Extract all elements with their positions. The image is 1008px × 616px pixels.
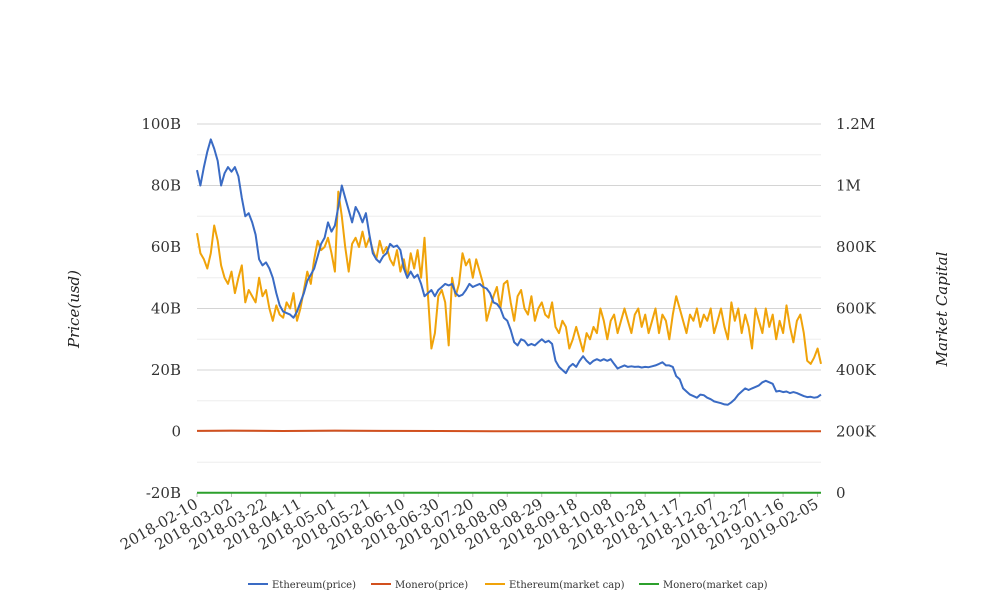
- legend-label: Monero(price): [395, 580, 468, 591]
- legend-label: Ethereum(market cap): [509, 580, 625, 591]
- series-line-ethereum-price: [196, 138, 822, 406]
- series-line-monero-price: [196, 429, 821, 433]
- x-axis-ticks: 2018-02-102018-03-022018-03-222018-04-11…: [117, 493, 822, 554]
- right-tick-label: 1.2M: [836, 115, 875, 133]
- left-tick-label: 100B: [141, 115, 181, 133]
- legend-label: Monero(market cap): [663, 580, 768, 591]
- left-tick-label: 60B: [151, 238, 181, 256]
- right-tick-label: 0: [836, 484, 846, 502]
- left-tick-label: 40B: [151, 300, 181, 318]
- series-line-ethereum-market-cap: [196, 190, 822, 365]
- right-axis-ticks: 1.2M 1M 800K 600K 400K 200K 0: [836, 115, 877, 502]
- left-tick-label: 80B: [151, 177, 181, 195]
- left-axis-ticks: 100B 80B 60B 40B 20B 0 -20B: [141, 115, 181, 502]
- legend-label: Ethereum(price): [272, 580, 356, 591]
- left-tick-label: -20B: [146, 484, 181, 502]
- right-tick-label: 1M: [836, 177, 861, 195]
- left-tick-label: 20B: [151, 361, 181, 379]
- y-axis-left-label: Price(usd): [65, 270, 83, 349]
- series-lines: [196, 138, 822, 494]
- y-axis-right-label: Market Capital: [933, 251, 951, 367]
- right-tick-label: 400K: [836, 361, 877, 379]
- right-tick-label: 600K: [836, 300, 877, 318]
- right-tick-label: 200K: [836, 423, 877, 441]
- left-tick-label: 0: [171, 423, 181, 441]
- legend: Ethereum(price) Monero(price) Ethereum(mar…: [248, 580, 768, 591]
- right-tick-label: 800K: [836, 238, 877, 256]
